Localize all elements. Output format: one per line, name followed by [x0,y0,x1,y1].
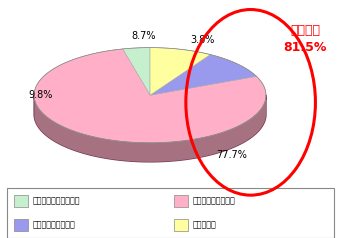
Text: ある程度効果がある: ある程度効果がある [193,197,235,206]
Polygon shape [34,95,266,162]
Polygon shape [34,95,266,162]
Bar [14,219,28,231]
Bar [174,195,188,207]
Text: 効果あり
81.5%: 効果あり 81.5% [283,24,327,54]
Polygon shape [123,48,150,95]
Polygon shape [150,55,256,95]
Polygon shape [150,48,210,95]
Bar [174,219,188,231]
FancyBboxPatch shape [7,188,334,238]
Bar [14,195,28,207]
Text: 3.8%: 3.8% [191,35,215,45]
Text: 9.8%: 9.8% [29,90,53,100]
Text: まったく効果はない: まったく効果はない [32,220,75,229]
Text: わからない: わからない [193,220,217,229]
Text: 8.7%: 8.7% [131,31,155,41]
Text: 大変大きな効果がある: 大変大きな効果がある [32,197,80,206]
Text: 77.7%: 77.7% [217,150,247,160]
Polygon shape [34,49,266,143]
